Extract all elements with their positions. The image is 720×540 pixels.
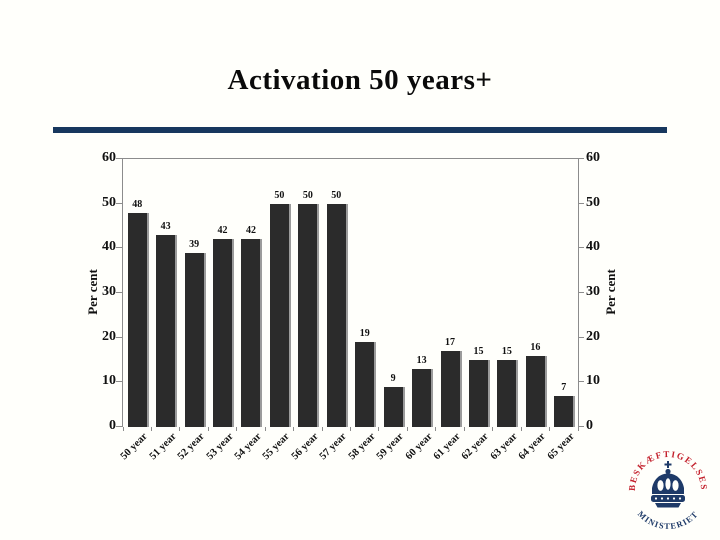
baseline-tick — [406, 427, 408, 431]
y-tick-label: 60 — [102, 150, 116, 165]
axis-tick — [116, 247, 122, 249]
axis-tick — [578, 381, 584, 383]
baseline-tick — [150, 427, 152, 431]
y-tick-label: 50 — [102, 194, 116, 210]
y-tick-label: 10 — [102, 373, 116, 389]
bar — [156, 234, 176, 427]
bar-value-label: 50 — [331, 189, 342, 201]
ministry-logo: BESKÆFTIGELSES MINISTERIET — [627, 449, 708, 531]
y-tick-label: 10 — [586, 373, 600, 389]
axis-tick — [116, 426, 122, 427]
bar — [241, 239, 261, 427]
bar — [554, 395, 574, 427]
bar-value-label: 17 — [445, 337, 456, 349]
axis-tick — [578, 247, 584, 249]
y-tick-label: 50 — [586, 194, 600, 210]
axis-tick — [578, 336, 584, 338]
bar — [355, 342, 375, 427]
baseline-tick — [520, 427, 522, 431]
baseline-tick — [321, 427, 323, 431]
bar-value-label: 19 — [359, 328, 370, 340]
bar — [525, 355, 545, 427]
y-tick-label: 20 — [586, 328, 600, 344]
bar — [440, 351, 460, 427]
axis-tick — [578, 292, 584, 293]
bar-value-label: 43 — [160, 220, 171, 232]
axis-tick — [578, 202, 584, 204]
bar — [468, 360, 488, 427]
bar — [497, 360, 517, 427]
baseline-tick — [492, 427, 494, 431]
y-tick-label: 40 — [586, 239, 600, 255]
y-tick-label: 60 — [586, 150, 600, 165]
bar-value-label: 7 — [561, 381, 567, 393]
y-tick-label: 30 — [102, 284, 116, 299]
axis-tick — [116, 202, 122, 204]
plot-area: 48 43 39 42 42 50 50 50 19 9 13 17 15 15 16 7 — [122, 158, 579, 431]
baseline-tick — [207, 427, 209, 431]
axis-tick — [116, 158, 122, 159]
bar — [127, 212, 147, 427]
baseline-tick — [435, 427, 437, 431]
logo-arc-text-bottom: MINISTERIET — [636, 509, 700, 531]
baseline-tick — [179, 427, 181, 431]
bar — [269, 203, 289, 427]
bar-value-label: 9 — [390, 372, 396, 384]
bar-value-label: 15 — [473, 346, 484, 357]
y-tick-label: 0 — [109, 418, 116, 433]
axis-tick — [116, 336, 122, 338]
baseline-tick — [463, 427, 465, 431]
bar — [412, 368, 432, 427]
bar-value-label: 48 — [132, 198, 143, 210]
baseline-tick — [236, 427, 238, 431]
bar-value-label: 42 — [217, 225, 228, 237]
bar-value-label: 16 — [530, 341, 541, 353]
baseline-tick — [264, 427, 266, 431]
y-tick-label: 40 — [102, 239, 116, 255]
bar — [383, 386, 403, 427]
baseline-tick — [378, 427, 380, 431]
baseline-tick — [293, 427, 295, 431]
baseline-tick — [122, 427, 124, 431]
slide-title: Activation 50 years+ — [227, 64, 493, 96]
bar-value-label: 42 — [245, 225, 256, 237]
bar-value-label: 50 — [302, 189, 313, 201]
axis-tick — [116, 292, 122, 293]
y-tick-label: 30 — [586, 284, 600, 299]
bar-value-label: 15 — [501, 346, 512, 357]
bar — [326, 203, 346, 427]
axis-tick — [116, 381, 122, 383]
bar — [213, 239, 233, 427]
bar — [298, 203, 318, 427]
baseline-tick — [577, 427, 579, 431]
baseline-tick — [549, 427, 551, 431]
axis-tick — [578, 158, 584, 159]
crown-icon — [651, 461, 685, 508]
baseline-tick — [350, 427, 351, 431]
y-tick-label: 20 — [102, 328, 116, 344]
bar-value-label: 39 — [189, 238, 200, 250]
axis-tick — [578, 426, 584, 427]
bar-value-label: 13 — [416, 354, 427, 366]
bar — [184, 252, 204, 427]
bar-value-label: 50 — [274, 189, 285, 201]
title-divider-rule — [53, 127, 667, 133]
y-tick-label: 0 — [586, 418, 593, 433]
